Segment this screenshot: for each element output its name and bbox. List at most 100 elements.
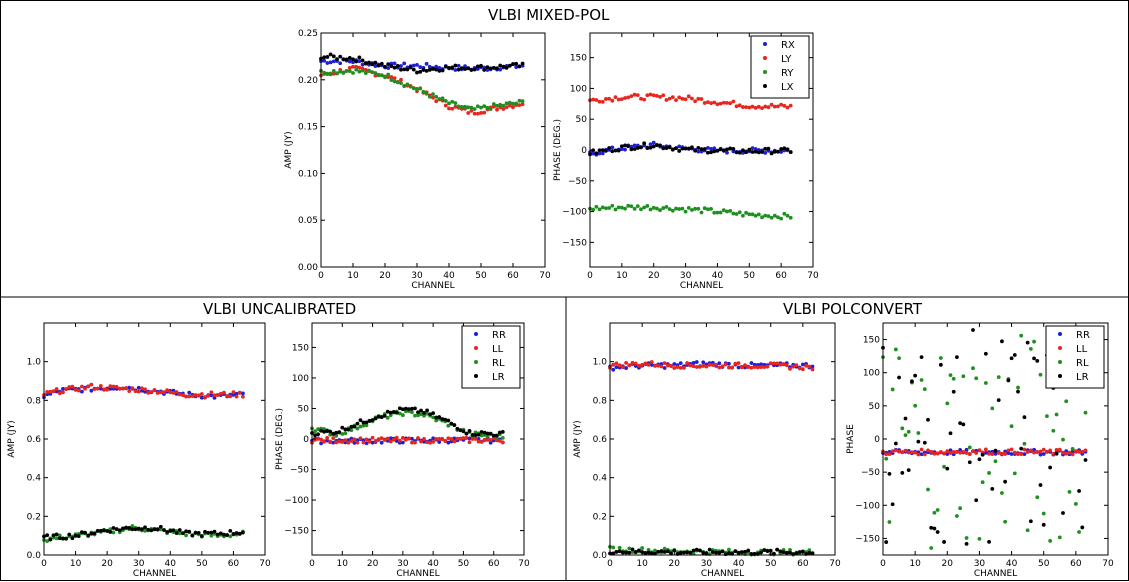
legend-marker [474,346,478,350]
data-point [710,363,715,367]
data-point [203,395,207,399]
x-tick-label: 40 [733,559,745,569]
data-point [600,148,605,153]
y-tick-label: 0 [581,146,587,156]
data-point [136,526,141,531]
data-point [658,95,662,99]
data-point [643,551,648,555]
data-point [495,103,499,108]
data-point [51,533,56,538]
data-point [361,423,366,428]
x-tick-label: 60 [488,559,500,569]
data-point [635,146,640,150]
legend-marker [474,374,478,378]
data-point [782,146,787,151]
data-point [1003,519,1008,524]
data-point [322,58,327,63]
data-point [958,506,963,511]
data-point [600,99,605,104]
data-point [364,441,369,446]
data-point [386,72,391,77]
data-point [669,551,673,556]
data-point [328,429,333,434]
data-point [361,420,366,425]
data-point [714,550,718,555]
data-point [664,204,669,209]
data-point [152,527,157,532]
data-point [674,206,678,211]
data-point [473,437,478,441]
y-tick-label: 1.0 [593,358,608,368]
data-point [733,549,738,554]
data-point [961,374,966,379]
legend-label: RL [492,358,505,369]
data-point [416,410,420,415]
data-point [395,80,400,85]
data-point [456,104,461,109]
data-point [405,82,410,87]
data-point [501,107,506,111]
data-point [146,527,151,532]
data-point [1061,450,1065,455]
data-point [313,433,317,438]
data-point [1016,385,1020,390]
data-point [736,361,741,366]
data-point [139,527,144,532]
data-point [964,451,969,455]
data-point [1019,446,1024,451]
data-point [418,69,423,74]
data-point [114,384,119,389]
data-point [766,105,771,110]
data-point [171,528,176,533]
data-point [709,101,713,106]
legend-label: RY [781,68,794,79]
data-point [479,430,484,434]
data-point [781,550,786,555]
data-point [737,150,742,155]
data-point [717,361,722,366]
data-point [1016,389,1020,394]
data-point [884,456,889,461]
data-point [926,487,930,492]
data-point [741,151,745,155]
data-point [388,410,393,415]
data-point [964,541,969,546]
data-point [121,526,125,531]
legend-marker [474,360,478,364]
data-point [45,533,50,538]
data-point [760,106,764,110]
data-point [646,363,651,367]
data-point [431,415,436,420]
data-point [418,65,423,69]
data-point [717,550,722,555]
data-point [73,388,78,392]
data-point [399,81,403,86]
data-point [463,67,467,71]
data-point [682,550,686,555]
data-point [640,362,645,367]
data-point [977,448,982,453]
data-point [111,530,116,535]
y-tick-label: 0.05 [298,216,318,226]
x-axis-label: CHANNEL [411,281,454,291]
data-point [1045,450,1049,454]
data-point [105,529,110,533]
y-tick-label: 0.0 [27,551,42,561]
data-point [485,65,490,70]
data-point [900,471,905,475]
data-point [610,145,615,150]
data-point [517,64,522,69]
data-point [124,386,128,390]
data-point [431,411,436,416]
data-point [379,415,384,420]
data-point [354,67,359,72]
data-point [325,435,330,440]
data-point [916,439,921,444]
data-point [903,448,908,453]
data-point [458,428,463,433]
data-point [736,365,741,370]
data-point [617,545,622,550]
data-point [340,425,345,430]
data-point [437,437,442,441]
data-point [698,364,702,369]
